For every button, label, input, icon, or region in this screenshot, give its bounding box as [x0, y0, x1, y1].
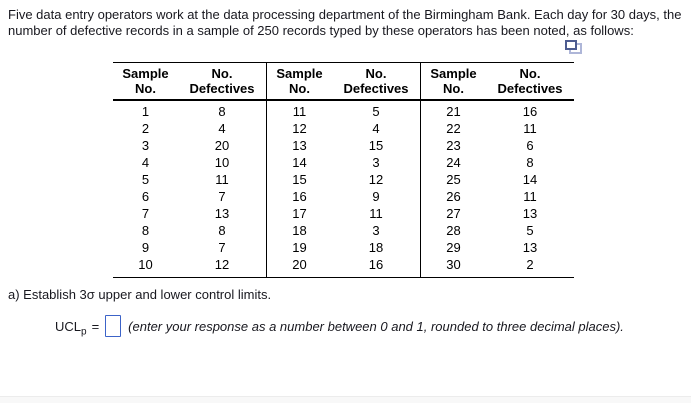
cell-sample-no: 10 — [138, 257, 153, 272]
table-row: 3 20 13 15 23 6 — [113, 137, 574, 154]
cell-defectives: 3 — [372, 155, 380, 170]
ucl-answer-input[interactable] — [105, 315, 122, 337]
cell-sample-no: 8 — [141, 223, 150, 238]
cell-sample-no: 28 — [420, 222, 486, 239]
copy-table-icon[interactable] — [565, 40, 582, 54]
cell-sample-no: 3 — [141, 138, 150, 153]
answer-line: UCLp = (enter your response as a number … — [55, 313, 624, 339]
cell-sample-no: 14 — [266, 154, 332, 171]
problem-statement-line1: Five data entry operators work at the da… — [8, 7, 682, 22]
defects-table-header: Sample No. No. Defectives Sample No. No. Defect… — [113, 62, 574, 101]
bottom-scrollbar-track[interactable] — [0, 396, 691, 403]
cell-defectives: 13 — [214, 206, 230, 221]
table-row: 2 4 12 4 22 11 — [113, 120, 574, 137]
answer-hint: (enter your response as a number between… — [128, 318, 624, 334]
cell-sample-no: 13 — [266, 137, 332, 154]
table-row: 10 12 20 16 30 2 — [113, 256, 574, 278]
cell-sample-no: 25 — [420, 171, 486, 188]
cell-defectives: 11 — [523, 189, 537, 204]
ucl-label: UCLp — [55, 318, 87, 338]
cell-sample-no: 5 — [141, 172, 150, 187]
header-no-defectives: No. Defectives — [486, 62, 574, 101]
cell-defectives: 5 — [372, 104, 380, 119]
table-row: 8 8 18 3 28 5 — [113, 222, 574, 239]
cell-sample-no: 19 — [266, 239, 332, 256]
cell-sample-no: 22 — [420, 120, 486, 137]
table-row: 6 7 16 9 26 11 — [113, 188, 574, 205]
cell-defectives: 12 — [368, 172, 384, 187]
ucl-base: UCL — [55, 318, 82, 334]
cell-sample-no: 15 — [266, 171, 332, 188]
cell-sample-no: 29 — [420, 239, 486, 256]
cell-defectives: 16 — [522, 104, 538, 119]
cell-sample-no: 4 — [141, 155, 150, 170]
cell-defectives: 14 — [522, 172, 538, 187]
cell-sample-no: 26 — [420, 188, 486, 205]
table-row: 7 13 17 11 27 13 — [113, 205, 574, 222]
cell-sample-no: 23 — [420, 137, 486, 154]
cell-defectives: 11 — [523, 121, 537, 136]
cell-defectives: 13 — [522, 206, 538, 221]
cell-defectives: 11 — [215, 172, 229, 187]
table-row: 1 8 11 5 21 16 — [113, 100, 574, 120]
cell-defectives: 7 — [218, 189, 226, 204]
defects-table: Sample No. No. Defectives Sample No. No. Defect… — [113, 62, 574, 278]
table-row: 9 7 19 18 29 13 — [113, 239, 574, 256]
cell-defectives: 12 — [214, 257, 230, 272]
cell-sample-no: 11 — [266, 100, 332, 120]
cell-defectives: 6 — [526, 138, 534, 153]
ucl-subscript: p — [81, 326, 87, 338]
cell-sample-no: 6 — [141, 189, 150, 204]
cell-sample-no: 12 — [266, 120, 332, 137]
question-part-a: a) Establish 3σ upper and lower control … — [8, 287, 272, 302]
header-sample-no: Sample No. — [420, 62, 486, 101]
cell-sample-no: 21 — [420, 100, 486, 120]
cell-defectives: 18 — [368, 240, 384, 255]
cell-sample-no: 1 — [141, 104, 150, 119]
cell-defectives: 8 — [218, 104, 226, 119]
header-sample-no: Sample No. — [113, 62, 178, 101]
cell-sample-no: 2 — [141, 121, 150, 136]
cell-defectives: 11 — [369, 206, 383, 221]
table-row: 4 10 14 3 24 8 — [113, 154, 574, 171]
cell-sample-no: 9 — [141, 240, 150, 255]
header-sample-no: Sample No. — [266, 62, 332, 101]
cell-sample-no: 18 — [266, 222, 332, 239]
problem-statement-line2: number of defective records in a sample … — [8, 23, 634, 38]
cell-sample-no: 17 — [266, 205, 332, 222]
cell-defectives: 15 — [368, 138, 384, 153]
copy-icon-front-square — [565, 40, 577, 50]
table-row: 5 11 15 12 25 14 — [113, 171, 574, 188]
defects-table-body: 1 8 11 5 21 16 2 4 12 4 22 11 3 20 13 15 23 6 4 10 14 3 24 8 5 11… — [113, 100, 574, 278]
equals-sign: = — [91, 318, 100, 334]
cell-sample-no: 27 — [420, 205, 486, 222]
cell-defectives: 4 — [372, 121, 380, 136]
cell-defectives: 2 — [526, 257, 534, 272]
cell-defectives: 4 — [218, 121, 226, 136]
cell-sample-no: 16 — [266, 188, 332, 205]
cell-defectives: 7 — [218, 240, 226, 255]
cell-defectives: 16 — [368, 257, 384, 272]
cell-defectives: 10 — [214, 155, 230, 170]
cell-defectives: 13 — [522, 240, 538, 255]
problem-statement: Five data entry operators work at the da… — [8, 7, 688, 39]
cell-sample-no: 24 — [420, 154, 486, 171]
cell-defectives: 9 — [372, 189, 380, 204]
cell-defectives: 8 — [218, 223, 226, 238]
cell-defectives: 20 — [214, 138, 230, 153]
cell-sample-no: 30 — [420, 256, 486, 278]
header-no-defectives: No. Defectives — [332, 62, 421, 101]
cell-defectives: 5 — [526, 223, 534, 238]
cell-sample-no: 20 — [266, 256, 332, 278]
cell-defectives: 8 — [526, 155, 534, 170]
cell-sample-no: 7 — [141, 206, 150, 221]
cell-defectives: 3 — [372, 223, 380, 238]
header-no-defectives: No. Defectives — [178, 62, 267, 101]
